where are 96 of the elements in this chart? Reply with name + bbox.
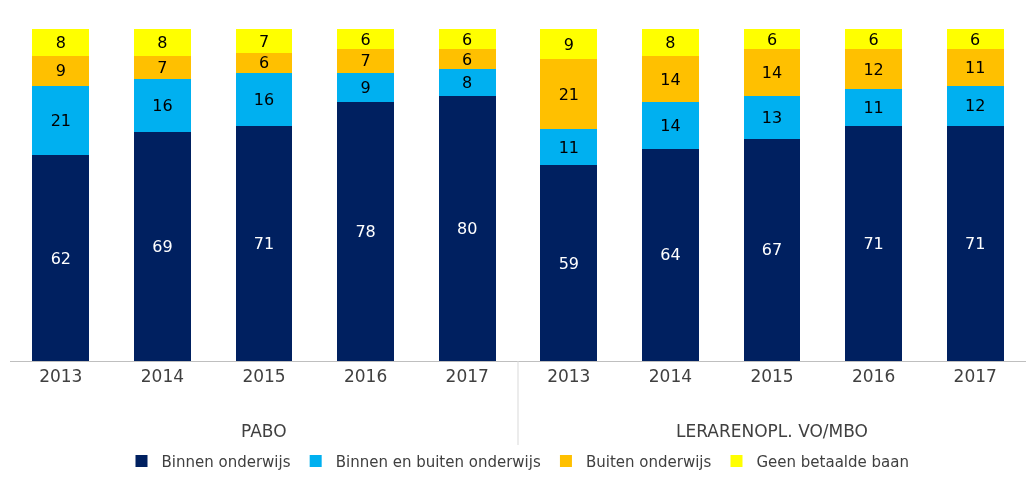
data-label: 14 [660, 116, 681, 136]
bar [540, 59, 598, 129]
data-label: 8 [55, 33, 66, 53]
bar [743, 138, 801, 361]
x-tick-label: 2015 [750, 366, 794, 387]
bar [946, 29, 1004, 50]
legend-label: Geen betaalde baan [756, 452, 909, 471]
data-label: 8 [157, 33, 168, 53]
bar [133, 79, 191, 133]
bar [235, 52, 293, 73]
bar [845, 89, 903, 126]
data-label: 12 [965, 96, 986, 116]
data-label: 11 [965, 58, 986, 78]
bar [32, 85, 90, 156]
data-label: 71 [965, 233, 986, 253]
data-label: 8 [462, 73, 473, 92]
data-label: 7 [157, 58, 168, 78]
data-label: 7 [360, 51, 371, 71]
data-label: 9 [563, 34, 574, 54]
data-label: 64 [660, 245, 681, 265]
bar [133, 29, 191, 56]
bar [438, 69, 496, 96]
data-label: 16 [253, 89, 275, 109]
bar [32, 155, 90, 361]
x-tick-label: 2013 [39, 366, 83, 387]
bar [641, 148, 699, 361]
data-label: 8 [665, 33, 676, 53]
bar [845, 49, 903, 90]
bar [743, 95, 801, 139]
bar [32, 55, 90, 86]
legend-label: Buiten onderwijs [585, 452, 712, 471]
bar [641, 55, 699, 103]
x-tick-label: 2017 [953, 366, 997, 387]
data-label: 9 [55, 61, 66, 81]
bar [946, 85, 1004, 126]
data-label: 67 [761, 240, 783, 260]
bar [133, 55, 191, 80]
x-tick-label: 2013 [547, 366, 591, 387]
data-label: 9 [360, 77, 371, 97]
data-label: 78 [355, 222, 376, 242]
data-label: 62 [50, 248, 71, 268]
bar [845, 29, 903, 50]
text: PABO [241, 421, 287, 441]
bar [438, 29, 496, 50]
bar [337, 72, 395, 103]
legend-label: Binnen onderwijs [161, 452, 291, 471]
data-label: 6 [462, 49, 473, 69]
bar [438, 95, 496, 361]
bar [743, 29, 801, 50]
x-tick-label: 2015 [242, 366, 286, 387]
data-label: 80 [457, 218, 478, 238]
bar [540, 29, 598, 60]
data-label: 14 [660, 69, 681, 89]
bar [641, 102, 699, 149]
x-tick-label: 2016 [851, 366, 896, 387]
bar [235, 72, 293, 126]
bar [235, 125, 293, 361]
bar [743, 49, 801, 96]
data-label: 69 [152, 237, 173, 257]
bar [845, 125, 903, 361]
x-tick-label: 2014 [140, 366, 185, 387]
bar [946, 125, 1004, 361]
data-label: 59 [558, 253, 579, 273]
data-label: 6 [258, 53, 270, 73]
bar [946, 49, 1004, 86]
data-label: 16 [152, 96, 173, 116]
data-label: 6 [868, 29, 879, 49]
data-label: 71 [253, 233, 275, 253]
x-tick-label: 2017 [445, 366, 489, 387]
bar [540, 165, 598, 361]
text: LERARENOPL. VO/MBO [676, 421, 868, 441]
bar [337, 29, 395, 50]
bar [133, 132, 191, 361]
data-label: 11 [863, 97, 884, 117]
bar [438, 49, 496, 70]
data-label: 6 [970, 29, 981, 49]
bar [32, 29, 90, 56]
data-label: 6 [462, 29, 473, 49]
x-tick-label: 2016 [343, 366, 388, 387]
bar [641, 29, 699, 56]
data-label: 6 [766, 29, 778, 49]
data-label: 6 [360, 29, 371, 49]
data-label: 21 [558, 84, 579, 104]
data-label: 7 [258, 31, 270, 51]
data-label: 71 [863, 233, 884, 253]
legend-label: Binnen en buiten onderwijs [335, 452, 541, 471]
bar [337, 102, 395, 361]
bar [337, 49, 395, 73]
x-tick-label: 2014 [648, 366, 693, 387]
data-label: 13 [761, 107, 783, 127]
data-label: 12 [863, 59, 884, 79]
data-label: 21 [50, 111, 71, 131]
data-label: 11 [558, 137, 579, 157]
data-label: 14 [761, 63, 783, 83]
bar [540, 128, 598, 166]
bar [235, 29, 293, 53]
